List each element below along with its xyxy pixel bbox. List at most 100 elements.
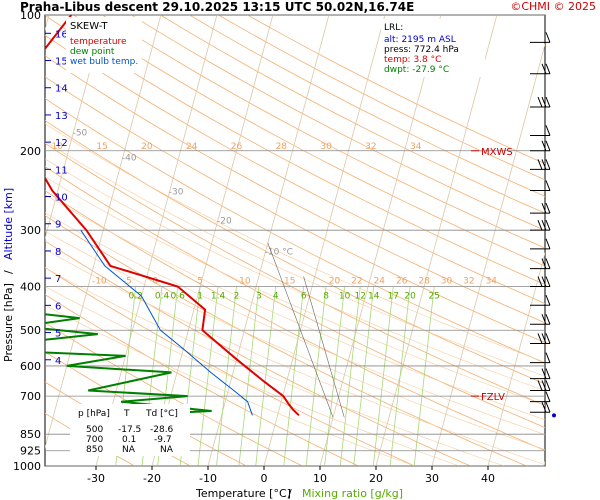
adiabat-label: 34	[410, 142, 422, 152]
y-tick-label: 400	[20, 281, 41, 294]
legend-item-dew-point: dew point	[70, 47, 115, 57]
table-header-p: p [hPa]	[78, 409, 110, 419]
mixing-ratio-label: 1	[197, 292, 203, 302]
dry-adiabat	[160, 15, 545, 214]
x-tick-label: -20	[143, 472, 161, 485]
mixing-ratio-line	[372, 286, 394, 466]
y-tick-label: 1000	[13, 460, 41, 473]
dry-adiabat	[73, 15, 545, 267]
adiabat-label: 10	[239, 277, 251, 287]
altitude-tick-label: 8	[55, 247, 61, 258]
mixing-ratio-line	[389, 286, 411, 466]
mixing-ratio-label: 17	[388, 292, 399, 302]
isotherm-label: -40	[122, 153, 137, 163]
y-tick-label: 100	[20, 9, 41, 22]
dry-adiabat	[45, 15, 545, 285]
mixing-ratio-label: 1.4	[211, 292, 226, 302]
adiabat-label: 20	[329, 277, 341, 287]
adiabat-label: 15	[96, 142, 107, 152]
y-tick-label: 300	[20, 224, 41, 237]
mixing-ratio-line	[283, 286, 305, 466]
wind-barb	[530, 96, 551, 108]
table-row-td: -28.6	[150, 425, 174, 435]
adiabat-label: 10	[52, 142, 64, 152]
wind-barb	[530, 258, 551, 270]
x-tick-label: 10	[313, 472, 327, 485]
altitude-tick-label: 10	[55, 193, 68, 204]
plot-area	[44, 14, 546, 467]
wind-barb	[530, 368, 551, 380]
y-tick-label: 500	[20, 324, 41, 337]
table-header-t: T	[123, 409, 130, 419]
y-tick-label: 700	[20, 390, 41, 403]
adiabat-label: 32	[365, 142, 376, 152]
copyright: ©CHMI © 2025	[510, 0, 596, 13]
isotherm-label: -50	[73, 128, 88, 138]
adiabat-label: 34	[486, 277, 498, 287]
wind-barb	[530, 295, 551, 306]
isotherm-label: -20	[217, 217, 232, 227]
mixing-ratio-line	[324, 286, 345, 466]
dry-adiabat	[45, 97, 545, 364]
dry-adiabat	[131, 15, 545, 231]
wind-barb	[530, 63, 551, 75]
wind-barb	[530, 159, 551, 170]
moist-adiabat	[45, 140, 545, 377]
mixing-ratio-label: 12	[355, 292, 366, 302]
moist-adiabat	[45, 123, 545, 363]
mixing-ratio-line	[305, 286, 327, 466]
altitude-tick-label: 4	[55, 356, 61, 367]
series-dew-point	[45, 313, 212, 417]
adiabat-label: 30	[320, 142, 332, 152]
dry-adiabat	[45, 142, 545, 406]
x-tick-label: 0	[261, 472, 268, 485]
adiabat-label: 15	[284, 277, 295, 287]
legend-item-temperature: temperature	[70, 37, 127, 47]
wind-barb	[530, 402, 551, 413]
mixing-ratio-label: 6	[301, 292, 307, 302]
mixing-ratio-label: 3	[256, 292, 262, 302]
adiabat-label: 20	[141, 142, 153, 152]
wind-barb	[530, 125, 551, 136]
series-wet-bulb-temp	[80, 229, 253, 416]
wind-barb	[530, 352, 551, 364]
adiabat-label: 22	[351, 277, 362, 287]
mixing-ratio-label: 10	[339, 292, 351, 302]
mixing-ratio-line	[339, 286, 361, 466]
isotherm	[45, 15, 162, 449]
y-tick-label: 925	[20, 445, 41, 458]
isotherm	[319, 15, 442, 466]
table-row-t: 0.1	[122, 435, 136, 445]
adiabat-label: 0	[152, 277, 158, 287]
adiabat-label: 28	[276, 142, 288, 152]
mixing-ratio-line	[255, 286, 277, 466]
wind-barb	[530, 202, 551, 214]
dry-adiabat	[189, 15, 545, 197]
altitude-tick-label: 14	[55, 84, 68, 95]
wind-barb	[530, 276, 551, 288]
adiabat-label: 26	[231, 142, 243, 152]
mixing-ratio-line	[353, 286, 375, 466]
adiabat-label: 24	[374, 277, 386, 287]
altitude-tick-label: 5	[55, 329, 61, 340]
dry-adiabat	[45, 34, 545, 304]
mixing-ratio-label: 0.4	[155, 292, 170, 302]
x-tick-label: -30	[87, 472, 105, 485]
wind-barb	[530, 180, 551, 192]
table-row-td: NA	[160, 445, 174, 455]
x-tick-label: 30	[425, 472, 439, 485]
dry-adiabat	[45, 55, 545, 324]
lrl-alt: alt: 2195 m ASL	[384, 35, 456, 45]
lrl-heading: LRL:	[384, 23, 403, 33]
table-row-p: 500	[86, 425, 103, 435]
table-row-t: NA	[122, 445, 136, 455]
wind-barb	[530, 314, 551, 325]
mixing-ratio-line	[238, 286, 260, 466]
isotherm	[543, 460, 545, 466]
isotherm	[375, 15, 498, 466]
table-row-td: -9.7	[154, 435, 172, 445]
dry-adiabat	[45, 76, 545, 344]
isotherm	[431, 42, 545, 466]
x-tick-label: 40	[481, 472, 495, 485]
altitude-tick-label: 6	[55, 301, 61, 312]
